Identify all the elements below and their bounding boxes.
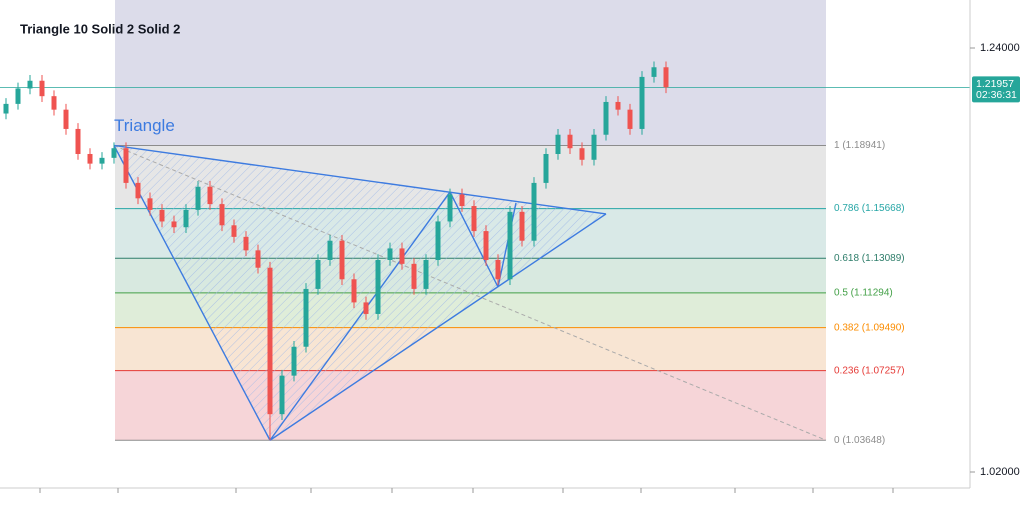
candle-body: [207, 186, 213, 205]
candle-body: [555, 134, 561, 154]
candle-body: [171, 221, 177, 228]
candle-body: [147, 198, 153, 210]
candle-body: [375, 259, 381, 314]
candle-body: [663, 67, 669, 88]
candle-body: [567, 134, 573, 149]
candle-body: [123, 148, 129, 183]
candle-body: [519, 211, 525, 241]
candle-body: [3, 103, 9, 114]
current-price-label: 1.21957: [976, 78, 1014, 90]
candle-body: [387, 248, 393, 260]
candle-body: [99, 157, 105, 164]
countdown-label: 02:36:31: [976, 89, 1017, 101]
candle-body: [27, 80, 33, 89]
triangle-edge: [113, 144, 607, 215]
fib-level-label: 0.786 (1.15668): [834, 203, 905, 214]
candle-body: [579, 148, 585, 160]
candle-body: [159, 209, 165, 222]
candle-body: [363, 302, 369, 314]
candle-body: [459, 194, 465, 207]
candle-body: [315, 259, 321, 289]
candle-body: [627, 109, 633, 129]
candle-body: [447, 194, 453, 222]
candle-body: [63, 109, 69, 129]
triangle-edge: [269, 191, 451, 441]
fib-level-label: 0.382 (1.09490): [834, 322, 905, 333]
candle-body: [471, 206, 477, 232]
fib-level-label: 0.618 (1.13089): [834, 253, 905, 264]
candle-body: [267, 267, 273, 415]
candle-body: [339, 240, 345, 280]
triangle-fill: [114, 145, 606, 441]
plot-area: 1 (1.18941) 0.786 (1.15668) 0.618 (1.13089…: [0, 61, 970, 446]
candle-body: [195, 186, 201, 210]
candle-body: [591, 134, 597, 160]
y-tick-label: 1.24000: [980, 42, 1020, 54]
candle-body: [507, 211, 513, 280]
candle-body: [327, 240, 333, 260]
candle-body: [51, 96, 57, 110]
candle-body: [219, 204, 225, 226]
candle-body: [435, 221, 441, 260]
time-ticks: [39, 488, 894, 493]
candle-body: [603, 101, 609, 135]
fib-level-label: 0 (1.03648): [834, 435, 885, 446]
candle-body: [87, 153, 93, 164]
fib-band: [115, 370, 826, 441]
candle-body: [15, 88, 21, 104]
triangle-edge: [449, 191, 499, 288]
candle-body: [351, 279, 357, 303]
candle-body: [231, 225, 237, 237]
candle-body: [639, 76, 645, 129]
candle-body: [183, 209, 189, 228]
candle-body: [651, 67, 657, 77]
candle-body: [75, 128, 81, 154]
current-price-box: [972, 76, 1020, 103]
chart-title: Triangle 10 Solid 2 Solid 2: [20, 21, 180, 36]
y-tick-label: 1.02000: [980, 466, 1020, 478]
trend-extension: [113, 145, 827, 441]
candle-body: [291, 346, 297, 376]
candle-body: [279, 375, 285, 415]
candle-body: [243, 236, 249, 251]
candle-body: [399, 248, 405, 264]
candle-body: [255, 250, 261, 268]
candle-body: [543, 153, 549, 183]
candle-body: [39, 80, 45, 97]
fib-level-label: 0.5 (1.11294): [834, 288, 893, 299]
candle-body: [111, 148, 117, 158]
candle-body: [411, 263, 417, 289]
triangle-label: Triangle: [114, 116, 175, 135]
candle-body: [423, 259, 429, 289]
fib-band: [115, 0, 826, 146]
fib-level-label: 0.236 (1.07257): [834, 365, 905, 376]
candle-body: [135, 182, 141, 199]
fib-level-label: 1 (1.18941): [834, 140, 885, 151]
candle-body: [483, 231, 489, 260]
candle-body: [303, 288, 309, 347]
triangle-edge: [497, 202, 517, 288]
triangle-edge: [269, 213, 607, 441]
candle-body: [531, 182, 537, 241]
candle-body: [615, 101, 621, 110]
candle-body: [495, 259, 501, 280]
